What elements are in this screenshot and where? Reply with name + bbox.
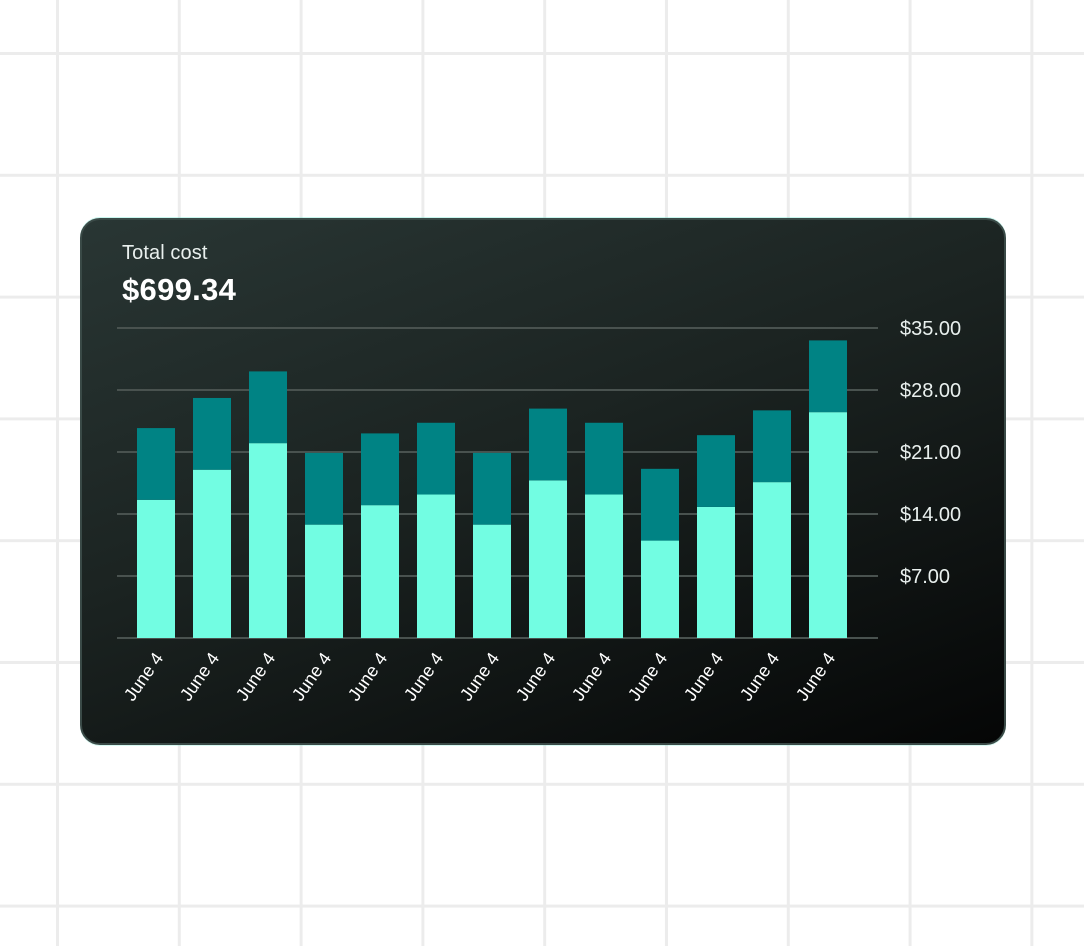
bar-segment-top [753, 410, 791, 483]
x-tick-label: June 4 [792, 649, 839, 705]
x-tick-label: June 4 [624, 649, 671, 705]
y-tick-label: $35.00 [900, 318, 961, 340]
y-tick-label: $28.00 [900, 380, 961, 402]
x-tick-label: June 4 [568, 649, 615, 705]
bar-segment-top [305, 452, 343, 525]
bar-segment-top [697, 435, 735, 507]
y-tick-label: $7.00 [900, 566, 950, 588]
bar-segment-bottom [809, 412, 847, 638]
x-tick-label: June 4 [288, 649, 335, 705]
bar-segment-bottom [361, 505, 399, 638]
bar-segment-top [249, 371, 287, 444]
bar-segment-bottom [753, 482, 791, 638]
y-tick-label: $21.00 [900, 442, 961, 464]
x-tick-label: June 4 [232, 649, 279, 705]
bar-segment-bottom [193, 469, 231, 638]
bar-segment-bottom [249, 443, 287, 638]
x-tick-label: June 4 [344, 649, 391, 705]
bar-segment-top [641, 468, 679, 541]
bar-segment-top [193, 397, 231, 470]
bar-segment-top [473, 452, 511, 525]
x-tick-label: June 4 [456, 649, 503, 705]
y-tick-label: $14.00 [900, 504, 961, 526]
bar-segment-top [137, 428, 175, 500]
bar-segment-bottom [585, 494, 623, 638]
x-tick-label: June 4 [512, 649, 559, 705]
bar-segment-top [417, 422, 455, 495]
bar-segment-bottom [417, 494, 455, 638]
bar-segment-bottom [137, 499, 175, 638]
bar-segment-bottom [473, 524, 511, 638]
total-cost-value: $699.34 [122, 272, 237, 307]
x-tick-label: June 4 [400, 649, 447, 705]
total-cost-card: Total cost $699.34 $7.00 $14.00 $21.00 $28.… [80, 218, 1006, 745]
bar-segment-bottom [305, 524, 343, 638]
x-tick-label: June 4 [680, 649, 727, 705]
bar-segment-top [585, 422, 623, 495]
bar-segment-bottom [641, 540, 679, 638]
bar-segment-top [529, 408, 567, 481]
x-tick-label: June 4 [176, 649, 223, 705]
bar-segment-bottom [697, 506, 735, 638]
total-cost-label: Total cost [122, 242, 208, 264]
x-tick-label: June 4 [120, 649, 167, 705]
bar-segment-bottom [529, 480, 567, 638]
bar-segment-top [809, 340, 847, 413]
bar-segment-top [361, 433, 399, 506]
x-tick-label: June 4 [736, 649, 783, 705]
